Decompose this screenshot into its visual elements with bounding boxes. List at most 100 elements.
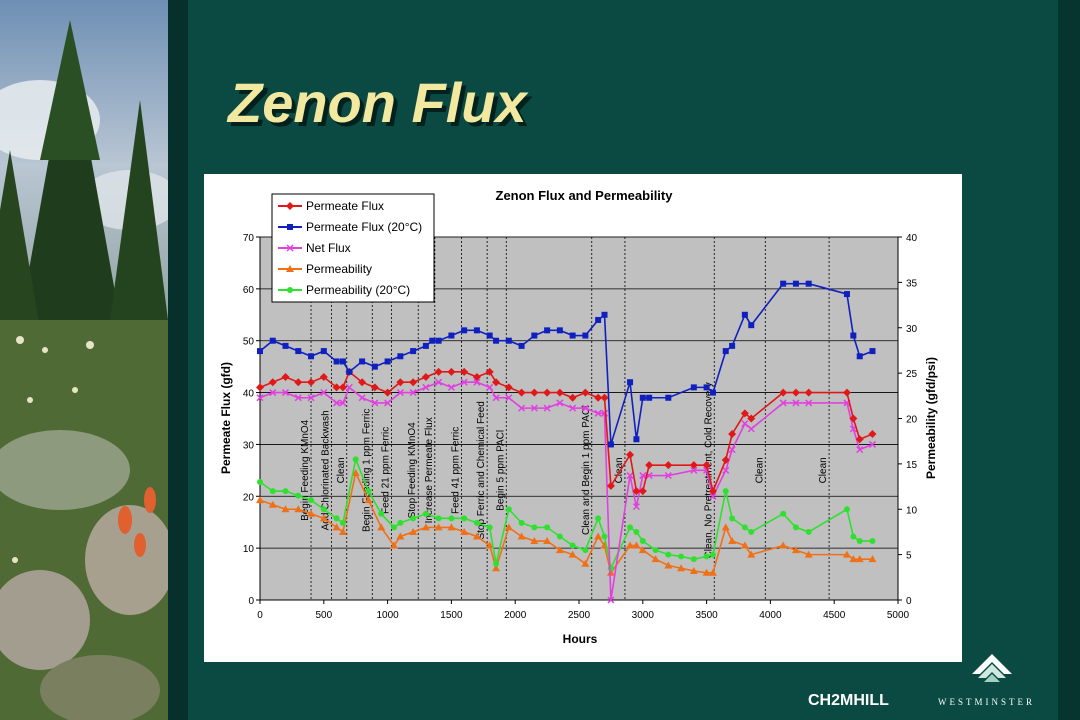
data-point (485, 367, 494, 376)
x-tick-label: 5000 (887, 610, 910, 621)
data-point (359, 358, 366, 365)
left-tick-label: 50 (243, 337, 255, 348)
data-point (256, 394, 264, 402)
data-point (709, 492, 717, 500)
right-tick-label: 10 (906, 505, 918, 516)
data-point (460, 378, 468, 386)
data-point (435, 515, 442, 522)
x-axis-label: Hours (563, 632, 598, 646)
data-point (504, 383, 513, 392)
right-tick-label: 30 (906, 324, 918, 335)
data-point (543, 537, 552, 545)
data-point (569, 332, 576, 339)
data-point (792, 399, 800, 407)
data-point (351, 468, 360, 476)
data-point (627, 379, 634, 386)
data-point (295, 348, 302, 355)
data-point (582, 547, 589, 554)
data-point (741, 311, 748, 318)
data-point (856, 538, 863, 545)
data-point (664, 472, 672, 480)
data-point (556, 327, 563, 334)
data-point (338, 383, 347, 392)
x-tick-label: 2000 (504, 610, 527, 621)
background-photo (0, 0, 168, 720)
data-point (461, 327, 468, 334)
data-point (842, 550, 851, 558)
chart-title: Zenon Flux and Permeability (496, 188, 674, 203)
right-tick-label: 15 (906, 460, 918, 471)
data-point (689, 461, 698, 470)
data-point (370, 383, 379, 392)
data-point (703, 553, 710, 560)
data-point (639, 538, 646, 545)
data-point (294, 394, 302, 402)
data-point (333, 358, 340, 365)
data-point (804, 388, 813, 397)
event-annotation: Begin 5 ppm PACl (495, 430, 506, 511)
data-point (345, 383, 353, 391)
event-annotation: Begin Feeding KMnO4 (300, 419, 311, 521)
data-point (709, 389, 716, 396)
data-point (352, 456, 359, 463)
data-point (530, 388, 539, 397)
data-point (268, 500, 277, 508)
data-point (740, 409, 749, 418)
data-point (383, 388, 392, 397)
left-tick-label: 30 (243, 440, 255, 451)
data-point (639, 472, 647, 480)
x-tick-label: 3000 (632, 610, 655, 621)
data-point (556, 399, 564, 407)
data-point (332, 523, 341, 531)
data-point (518, 519, 525, 526)
data-point (409, 389, 417, 397)
data-point (409, 527, 418, 535)
data-point (448, 515, 455, 522)
data-point (434, 367, 443, 376)
data-point (531, 524, 538, 531)
data-point (492, 564, 501, 572)
data-point (397, 519, 404, 526)
data-point (651, 555, 660, 563)
data-point (486, 332, 493, 339)
data-point (748, 528, 755, 535)
data-point (320, 389, 328, 397)
data-point (703, 384, 710, 391)
data-point (741, 420, 749, 428)
data-point (702, 461, 711, 470)
data-point (842, 388, 851, 397)
data-point (748, 322, 755, 329)
data-point (627, 524, 634, 531)
right-tick-label: 5 (906, 551, 912, 562)
data-point (780, 510, 787, 517)
data-point (256, 496, 264, 504)
data-point (581, 388, 590, 397)
data-point (856, 446, 864, 454)
data-point (269, 389, 277, 397)
data-point (339, 519, 346, 526)
data-point (307, 378, 316, 387)
data-point (868, 440, 877, 448)
data-point (690, 556, 697, 563)
legend-marker (287, 287, 293, 293)
data-point (779, 399, 787, 407)
data-point (868, 430, 877, 439)
data-point (780, 280, 787, 287)
data-point (600, 393, 609, 402)
data-point (435, 378, 443, 386)
westminster-logo-text: WESTMINSTER (938, 697, 1035, 707)
data-point (378, 510, 385, 517)
right-tick-label: 20 (906, 415, 918, 426)
data-point (396, 378, 405, 387)
data-point (855, 435, 864, 444)
data-point (626, 541, 635, 549)
data-point (665, 551, 672, 558)
data-point (504, 523, 513, 531)
data-point (792, 524, 799, 531)
data-point (595, 515, 602, 522)
slide-divider (168, 0, 188, 720)
x-tick-label: 0 (257, 610, 263, 621)
data-point (269, 488, 276, 495)
data-point (505, 506, 512, 513)
data-point (729, 342, 736, 349)
